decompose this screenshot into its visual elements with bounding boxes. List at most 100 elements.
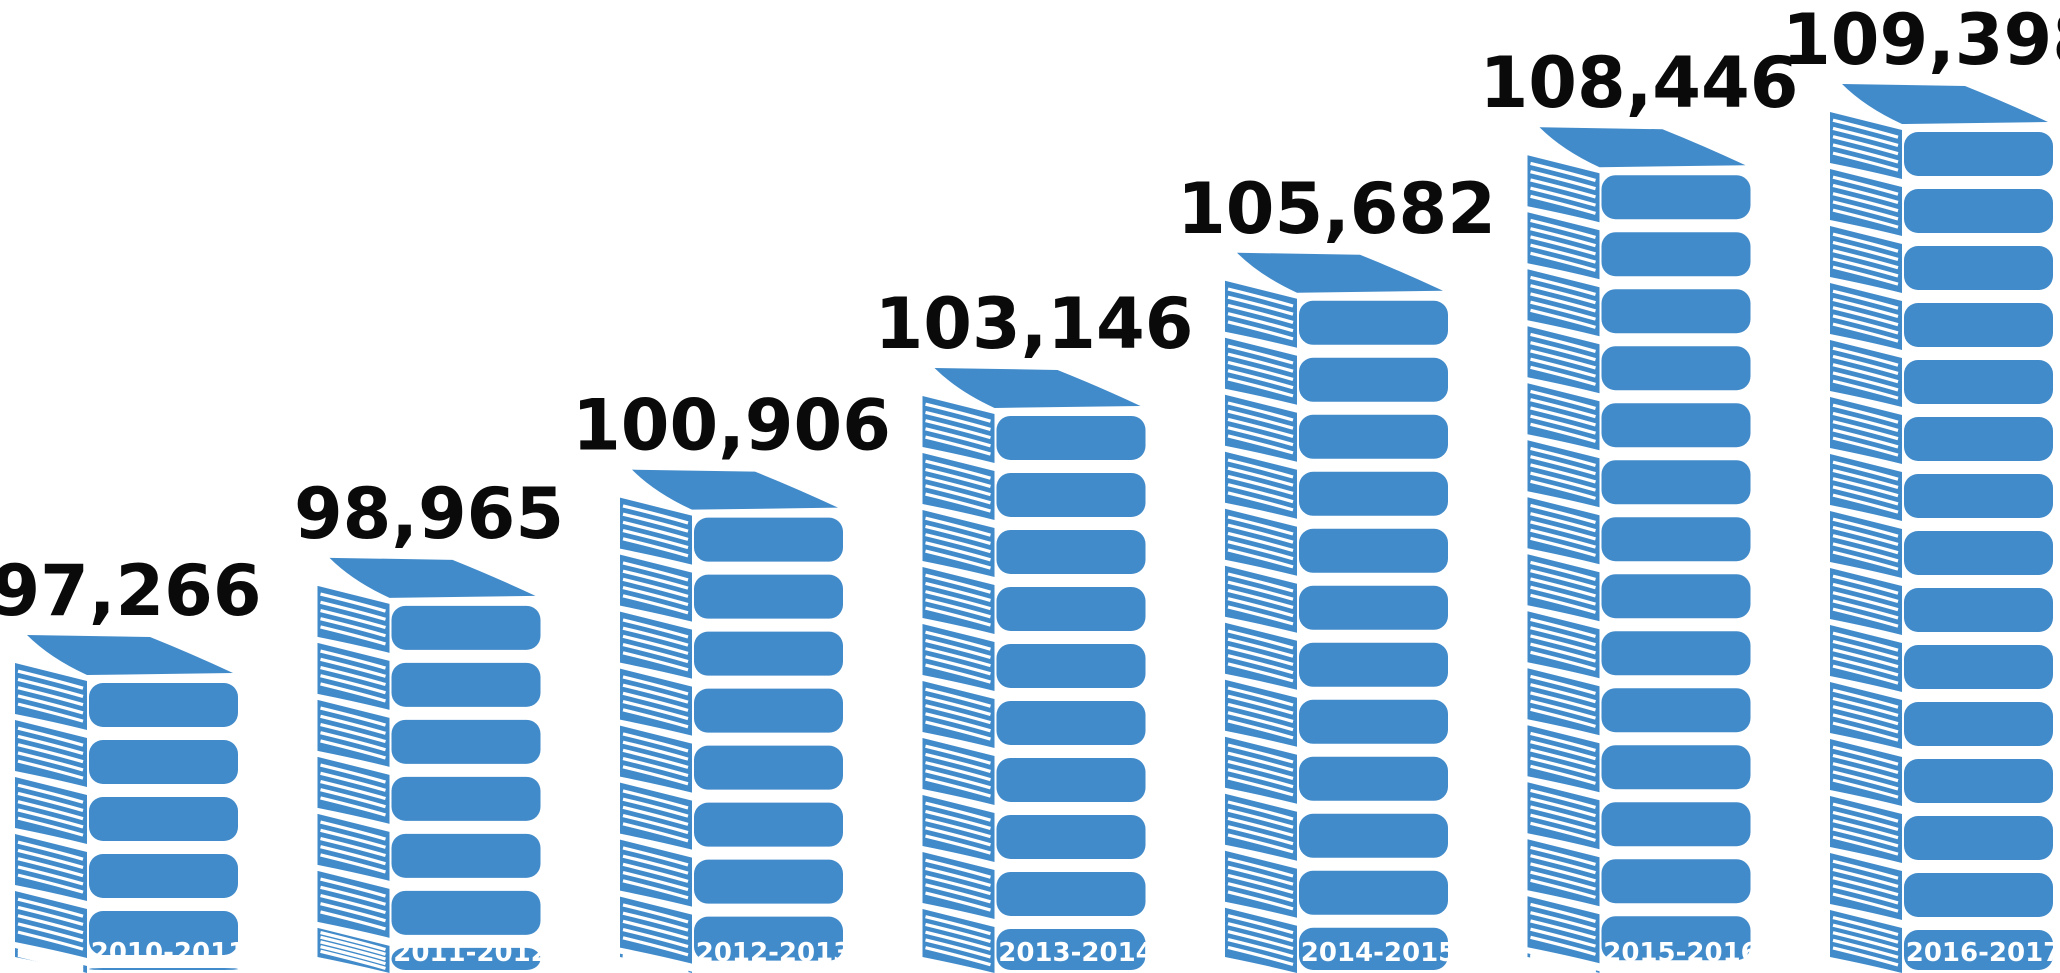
- page-line: [925, 410, 991, 431]
- page-line: [17, 751, 84, 772]
- page-line: [1530, 536, 1596, 557]
- page-line: [1832, 126, 1899, 147]
- page-line: [622, 854, 689, 875]
- page-line: [925, 655, 991, 676]
- page-line: [17, 783, 84, 804]
- page-line: [925, 695, 991, 716]
- page-line: [1227, 776, 1294, 797]
- page-line: [17, 857, 84, 878]
- book-cover: [1904, 360, 2053, 404]
- category-label: 2015-2016: [1603, 938, 1759, 968]
- page-line: [17, 677, 84, 698]
- page-line: [1832, 599, 1899, 620]
- page-line: [320, 940, 386, 961]
- book-cover: [1904, 645, 2053, 689]
- page-line: [320, 945, 386, 966]
- page-line: [925, 866, 991, 887]
- page-line: [622, 903, 689, 924]
- page-line: [1227, 857, 1294, 878]
- page-line: [622, 871, 689, 892]
- book-cover: [1601, 688, 1751, 733]
- value-label: 103,146: [875, 283, 1194, 365]
- page-line: [925, 938, 991, 959]
- page-line: [1227, 865, 1294, 886]
- book-cover: [1904, 759, 2053, 803]
- page-line: [1530, 308, 1596, 329]
- page-line: [1832, 770, 1899, 791]
- page-line: [622, 537, 689, 558]
- page-line: [1832, 257, 1899, 278]
- page-line: [1227, 401, 1294, 422]
- page-line: [1530, 764, 1596, 785]
- book-cover: [996, 757, 1146, 802]
- page-line: [622, 561, 689, 582]
- page-line: [1227, 768, 1294, 789]
- page-line: [320, 885, 386, 906]
- page-line: [622, 911, 689, 932]
- page-line: [1832, 859, 1899, 880]
- page-line: [1832, 143, 1899, 164]
- book-cover: [1299, 528, 1448, 573]
- page-line: [925, 484, 991, 505]
- book-cover: [391, 833, 541, 878]
- book-cover: [694, 574, 843, 619]
- page-line: [622, 594, 689, 615]
- book-cover: [1299, 585, 1448, 630]
- page-line: [17, 840, 84, 861]
- page-line: [1530, 332, 1596, 354]
- page-line: [622, 814, 689, 835]
- page-line: [1832, 705, 1899, 726]
- page-line: [1227, 637, 1294, 658]
- page-line: [1227, 833, 1294, 854]
- page-line: [320, 665, 386, 687]
- page-line: [925, 581, 991, 602]
- page-line: [622, 954, 689, 973]
- page-line: [320, 788, 386, 809]
- page-line: [320, 674, 386, 695]
- book-cover: [1904, 417, 2053, 461]
- page-line: [1530, 919, 1596, 940]
- page-line: [1530, 902, 1596, 924]
- page-line: [320, 949, 386, 970]
- book-stacks: [15, 84, 2053, 973]
- page-line: [925, 598, 991, 619]
- page-line: [1530, 870, 1596, 891]
- page-line: [1530, 471, 1596, 492]
- page-line: [925, 541, 991, 562]
- page-line: [1530, 911, 1596, 932]
- page-line: [1227, 369, 1294, 390]
- page-line: [1832, 354, 1899, 375]
- page-line: [1530, 569, 1596, 590]
- page-line: [925, 638, 991, 659]
- page-line: [320, 722, 386, 744]
- page-line: [622, 504, 689, 525]
- page-line: [1530, 707, 1596, 728]
- page-line: [1227, 825, 1294, 846]
- page-line: [1832, 485, 1899, 506]
- page-line: [1832, 946, 1899, 967]
- page-line: [1832, 208, 1899, 229]
- page-line: [622, 862, 689, 883]
- page-line: [622, 683, 689, 704]
- page-line: [1227, 474, 1294, 495]
- page-line: [925, 549, 991, 570]
- page-line: [320, 649, 386, 670]
- page-line: [1832, 648, 1899, 669]
- page-line: [925, 492, 991, 513]
- page-line: [925, 801, 991, 822]
- page-line: [320, 625, 386, 646]
- book-cover: [1601, 517, 1751, 562]
- page-line: [1832, 371, 1899, 392]
- stack-top-cover: [934, 367, 1141, 408]
- page-line: [925, 809, 991, 830]
- page-line: [925, 769, 991, 790]
- page-line: [1530, 357, 1596, 378]
- stack-top-cover: [1539, 127, 1746, 168]
- book-cover: [996, 586, 1146, 631]
- page-line: [622, 586, 689, 607]
- book-cover: [1299, 927, 1448, 970]
- page-line: [320, 836, 386, 858]
- page-line: [1227, 540, 1294, 561]
- book-stack: [317, 557, 541, 973]
- book-cover: [694, 802, 843, 847]
